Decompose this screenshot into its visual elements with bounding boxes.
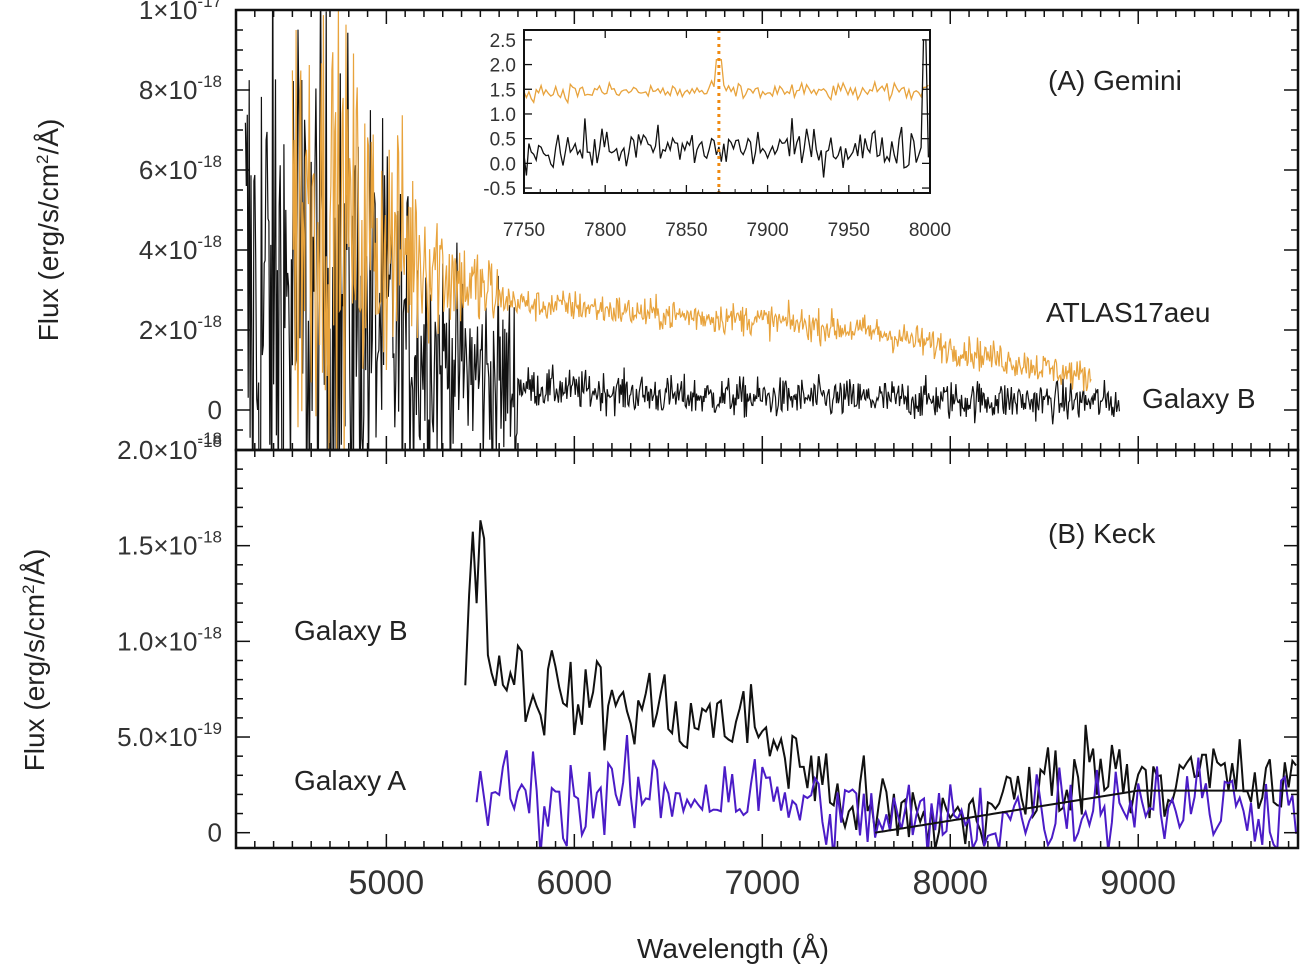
inset-y-tick-label: 2.5	[490, 31, 516, 52]
panel-label-gemini: (A) Gemini	[1048, 65, 1182, 96]
inset-y-tick-label: -0.5	[483, 179, 516, 200]
top-y-tick-label: 0	[208, 395, 222, 425]
annotation-galaxy-a: Galaxy A	[294, 765, 406, 796]
top-y-tick-label: 8×10-18	[139, 72, 222, 105]
inset-y-tick-label: 0.0	[490, 154, 516, 175]
bottom-y-tick-label: 2.0×10-18	[117, 432, 222, 465]
bottom-y-tick-label: 1.0×10-18	[117, 623, 222, 656]
inset-x-tick-label: 8000	[909, 220, 951, 241]
top-panel-gemini: 02×10-184×10-186×10-188×10-181×10-17-18 …	[33, 0, 1298, 771]
inset-x-tick-label: 7950	[828, 220, 870, 241]
top-y-axis-label: Flux (erg/s/cm2/Å)	[33, 119, 64, 342]
top-y-tick-label: 1×10-17	[139, 0, 222, 25]
inset-x-tick-label: 7900	[746, 220, 788, 241]
inset-y-tick-label: 2.0	[490, 56, 516, 77]
x-tick-label: 5000	[349, 864, 425, 902]
x-tick-label: 9000	[1100, 864, 1176, 902]
top-y-tick-label: 2×10-18	[139, 312, 222, 345]
annotation-galaxy-b-bottom: Galaxy B	[294, 615, 408, 646]
bottom-y-axis-label: Flux (erg/s/cm2/Å)	[19, 549, 50, 772]
bottom-panel-keck: 5000 6000 7000 8000 9000 0 5.0×10-19 1.0×10-18…	[19, 432, 1298, 902]
bottom-y-tick-label: 5.0×10-19	[117, 719, 222, 752]
inset-y-tick-label: 1.5	[490, 80, 516, 101]
annotation-atlas17aeu: ATLAS17aeu	[1046, 297, 1211, 328]
x-tick-label: 7000	[724, 864, 800, 902]
top-y-tick-label: 6×10-18	[139, 152, 222, 185]
x-tick-label: 8000	[912, 864, 988, 902]
x-tick-label: 6000	[537, 864, 613, 902]
inset-x-tick-label: 7800	[584, 220, 626, 241]
bottom-y-tick-label: 1.5×10-18	[117, 528, 222, 561]
top-y-tick-label: 4×10-18	[139, 232, 222, 265]
inset-y-tick-label: 1.0	[490, 105, 516, 126]
inset-x-tick-label: 7750	[503, 220, 545, 241]
inset-panel: 7750 7800 7850 7900 7950 8000 -0.5 0.0 0.5 1.0 1.5…	[483, 30, 951, 241]
x-axis-label: Wavelength (Å)	[637, 933, 829, 964]
panel-label-keck: (B) Keck	[1048, 518, 1156, 549]
inset-x-tick-label: 7850	[665, 220, 707, 241]
bottom-y-tick-label: 0	[208, 818, 222, 848]
annotation-galaxy-b-top: Galaxy B	[1142, 383, 1256, 414]
inset-y-tick-label: 0.5	[490, 130, 516, 151]
